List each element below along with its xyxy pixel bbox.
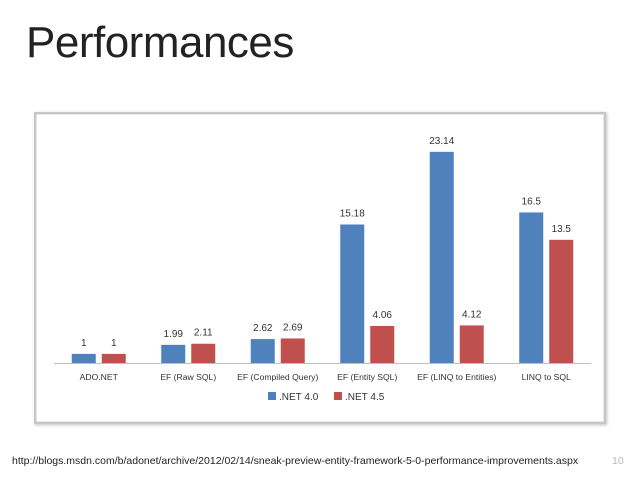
data-label: 4.06 — [373, 310, 393, 321]
legend-swatch — [268, 392, 276, 400]
data-label: 16.5 — [522, 196, 542, 207]
x-tick-label: LINQ to SQL — [522, 372, 571, 382]
page-number: 10 — [612, 455, 624, 467]
bar — [340, 224, 365, 363]
data-label: 13.5 — [552, 224, 572, 235]
bar — [519, 212, 544, 363]
legend-swatch — [334, 392, 342, 400]
x-tick-label: EF (Compiled Query) — [237, 372, 318, 382]
data-label: 23.14 — [429, 136, 454, 147]
x-tick-label: EF (LINQ to Entities) — [417, 372, 496, 382]
bar — [101, 353, 126, 363]
bar — [250, 339, 275, 363]
slide-title: Performances — [26, 18, 294, 67]
legend-label: .NET 4.5 — [345, 392, 385, 403]
source-url[interactable]: http://blogs.msdn.com/b/adonet/archive/2… — [12, 455, 579, 467]
data-label: 2.69 — [283, 322, 303, 333]
x-tick-label: EF (Entity SQL) — [337, 372, 397, 382]
data-label: 2.11 — [194, 328, 213, 339]
bar — [459, 325, 484, 363]
bar — [71, 353, 96, 363]
data-label: 1 — [81, 338, 87, 349]
data-label: 4.12 — [462, 309, 482, 320]
legend-label: .NET 4.0 — [279, 392, 319, 403]
data-label: 2.62 — [253, 323, 273, 334]
data-label: 1.99 — [164, 329, 184, 340]
bar — [161, 344, 186, 363]
x-tick-label: EF (Raw SQL) — [160, 372, 216, 382]
chart-frame: ADO.NET 1 1 EF (Raw SQL) 1.99 2.11 EF (Compile… — [34, 112, 606, 424]
bar-chart: ADO.NET 1 1 EF (Raw SQL) 1.99 2.11 EF (Compile… — [54, 136, 591, 403]
x-tick-label: ADO.NET — [80, 372, 119, 382]
data-label: 1 — [111, 338, 117, 349]
bar — [429, 151, 454, 363]
bar — [549, 239, 574, 363]
bar — [280, 338, 305, 363]
data-label: 15.18 — [340, 208, 365, 219]
bar — [370, 325, 395, 363]
bar — [191, 343, 216, 363]
